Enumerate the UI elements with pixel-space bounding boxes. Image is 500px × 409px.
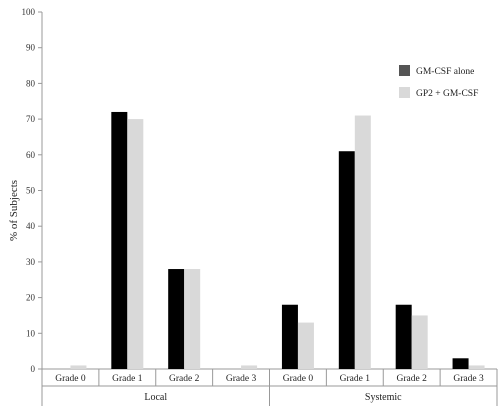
- labels: 0 10 20 30 40 50 60 70 80 90 100 % of Subjects Grade…: [8, 7, 484, 403]
- y-axis-title: % of Subjects: [8, 180, 20, 241]
- bar-gp2-gm-csf: [127, 119, 144, 369]
- bar-gm-csf-alone: [168, 269, 185, 369]
- x-category-label: Grade 1: [112, 374, 143, 384]
- bar-gp2-gm-csf: [297, 322, 314, 369]
- y-tick-label: 30: [26, 257, 36, 267]
- bar-gp2-gm-csf: [468, 365, 485, 369]
- legend-swatch: [399, 65, 410, 76]
- x-category-label: Grade 1: [340, 374, 371, 384]
- x-category-label: Grade 0: [55, 374, 86, 384]
- x-category-label: Grade 2: [169, 374, 200, 384]
- y-tick-label: 90: [26, 43, 36, 53]
- y-tick-label: 100: [22, 7, 36, 17]
- legend-label: GM-CSF alone: [416, 67, 474, 77]
- y-tick-label: 80: [26, 78, 36, 88]
- legend-label: GP2 + GM-CSF: [416, 89, 478, 99]
- bars: [70, 111, 485, 370]
- y-tick-label: 60: [26, 150, 36, 160]
- x-group-label: Local: [144, 392, 167, 403]
- legend: GM-CSF alone GP2 + GM-CSF: [399, 65, 478, 99]
- x-category-label: Grade 0: [283, 374, 314, 384]
- x-group-label: Systemic: [365, 392, 402, 403]
- bar-gp2-gm-csf: [411, 315, 428, 369]
- y-tick-label: 20: [26, 293, 36, 303]
- y-tick-label: 40: [26, 221, 36, 231]
- bar-gm-csf-alone: [452, 358, 469, 369]
- y-tick-label: 70: [26, 114, 36, 124]
- x-category-label: Grade 3: [226, 374, 257, 384]
- legend-swatch: [399, 87, 410, 98]
- y-tick-label: 10: [26, 328, 36, 338]
- bar-gm-csf-alone: [111, 111, 128, 370]
- bar-gp2-gm-csf: [184, 269, 201, 369]
- bar-gp2-gm-csf: [241, 365, 258, 369]
- bar-gp2-gm-csf: [354, 115, 371, 369]
- y-tick-label: 0: [31, 364, 36, 374]
- bar-gm-csf-alone: [338, 151, 355, 369]
- bar-gp2-gm-csf: [70, 365, 87, 369]
- y-tick-label: 50: [26, 186, 36, 196]
- x-category-label: Grade 2: [397, 374, 428, 384]
- bar-gm-csf-alone: [281, 304, 298, 369]
- x-category-label: Grade 3: [453, 374, 484, 384]
- bar-gm-csf-alone: [395, 304, 412, 369]
